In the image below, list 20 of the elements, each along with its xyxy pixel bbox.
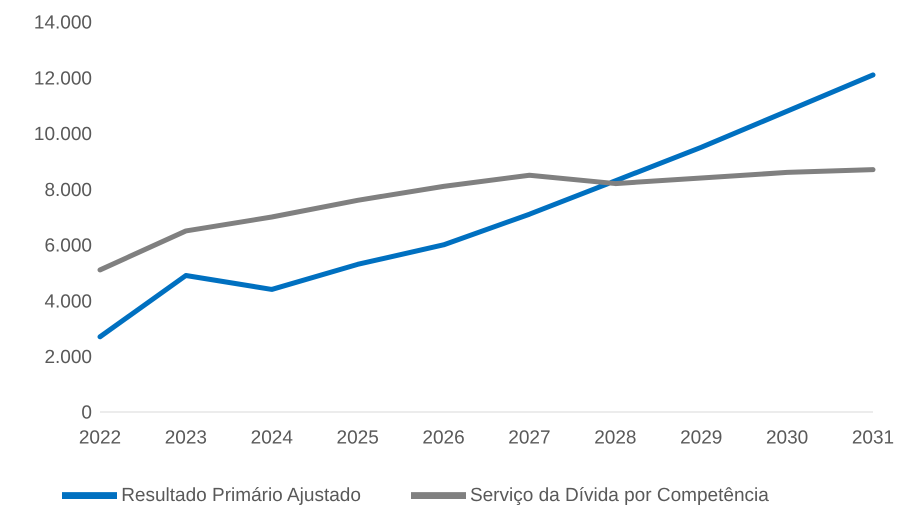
x-tick-label: 2029: [680, 427, 722, 448]
legend-label: Resultado Primário Ajustado: [121, 484, 361, 506]
x-tick-label: 2024: [250, 427, 294, 448]
x-tick-label: 2026: [422, 427, 465, 448]
y-tick-label: 12.000: [34, 68, 92, 90]
x-tick-label: 2030: [766, 427, 808, 448]
x-tick-label: 2023: [164, 427, 208, 448]
x-tick-label: 2028: [594, 427, 636, 448]
legend-label: Serviço da Dívida por Competência: [470, 484, 769, 506]
y-tick-label: 8.000: [44, 180, 92, 201]
y-tick-label: 2.000: [44, 347, 92, 368]
y-tick-label: 4.000: [44, 291, 92, 312]
x-tick-label: 2022: [78, 427, 122, 448]
x-tick-label: 2031: [852, 427, 894, 448]
y-tick-label: 14.000: [34, 12, 92, 34]
y-tick-label: 6.000: [44, 236, 92, 257]
y-tick-label: 10.000: [34, 124, 92, 146]
y-tick-label: 0: [81, 402, 92, 424]
x-tick-label: 2027: [508, 427, 551, 448]
x-tick-label: 2025: [336, 427, 379, 448]
